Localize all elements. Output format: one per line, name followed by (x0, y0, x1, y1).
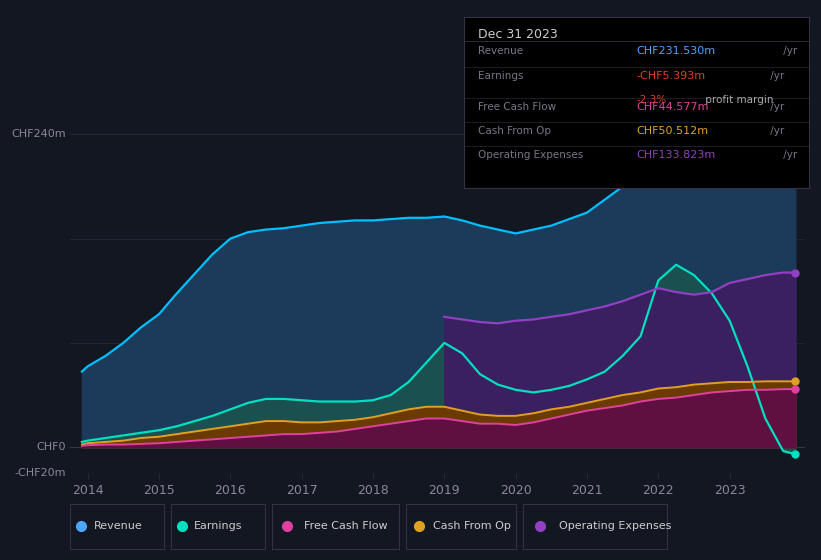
Text: Cash From Op: Cash From Op (433, 521, 511, 531)
Text: Earnings: Earnings (478, 72, 523, 81)
Text: Earnings: Earnings (195, 521, 243, 531)
Text: CHF133.823m: CHF133.823m (636, 150, 716, 160)
Text: -CHF5.393m: -CHF5.393m (636, 72, 705, 81)
Text: /yr: /yr (781, 46, 798, 56)
Text: CHF50.512m: CHF50.512m (636, 126, 709, 136)
Text: /yr: /yr (768, 102, 785, 112)
Text: Free Cash Flow: Free Cash Flow (478, 102, 556, 112)
Text: Operating Expenses: Operating Expenses (478, 150, 583, 160)
Text: profit margin: profit margin (702, 95, 773, 105)
Text: Free Cash Flow: Free Cash Flow (304, 521, 388, 531)
Text: /yr: /yr (768, 72, 785, 81)
Text: -CHF20m: -CHF20m (15, 468, 67, 478)
Text: CHF44.577m: CHF44.577m (636, 102, 709, 112)
Text: CHF0: CHF0 (37, 442, 67, 452)
Text: /yr: /yr (781, 150, 798, 160)
Text: -2.3%: -2.3% (636, 95, 667, 105)
Text: Cash From Op: Cash From Op (478, 126, 551, 136)
Text: Revenue: Revenue (478, 46, 523, 56)
Text: Operating Expenses: Operating Expenses (559, 521, 672, 531)
Text: /yr: /yr (768, 126, 785, 136)
Text: CHF240m: CHF240m (11, 129, 67, 139)
Text: Revenue: Revenue (94, 521, 142, 531)
Text: Dec 31 2023: Dec 31 2023 (478, 28, 557, 41)
Text: CHF231.530m: CHF231.530m (636, 46, 715, 56)
